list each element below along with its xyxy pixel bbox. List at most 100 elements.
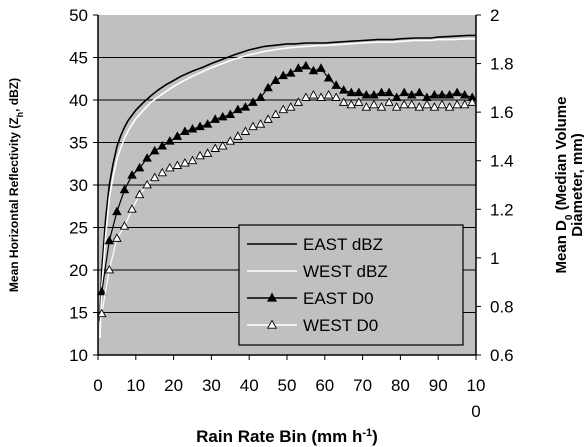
x-tick-label-line: 40 (240, 376, 259, 395)
point-west-d0 (248, 121, 258, 131)
point-west-d0 (104, 264, 115, 274)
legend-label-west-d0: WEST D0 (303, 316, 378, 335)
x-tick-label: 40 (240, 376, 259, 395)
point-east-d0 (346, 87, 357, 97)
point-west-d0 (422, 99, 432, 109)
point-east-d0 (195, 121, 205, 131)
point-west-d0 (467, 97, 477, 106)
point-west-d0 (361, 102, 372, 111)
y2-tick-label: 1.8 (490, 55, 514, 74)
x-tick-label: 20 (164, 376, 183, 395)
point-east-d0 (127, 170, 137, 179)
point-east-d0 (308, 65, 319, 75)
point-west-d0 (429, 102, 440, 111)
point-west-d0 (127, 204, 137, 213)
point-west-d0 (354, 97, 364, 106)
point-east-d0 (217, 111, 228, 121)
x-axis-title-main: Rain Rate Bin (mm h (196, 427, 362, 446)
point-west-d0 (112, 233, 122, 242)
point-west-d0 (187, 155, 198, 165)
x-axis-title-close: ) (372, 427, 378, 446)
axes (93, 14, 481, 360)
y-tick-label: 25 (69, 219, 88, 238)
y-tick-label: 30 (69, 176, 88, 195)
y-tick-label: 15 (69, 304, 88, 323)
point-east-d0 (376, 87, 387, 97)
point-west-d0 (406, 99, 417, 109)
y-axis-title: Mean Horizontal Reflectivity (Zh, dBZ) (7, 78, 25, 292)
point-east-d0 (452, 87, 462, 97)
legend-marker-west-d0 (266, 319, 278, 329)
point-west-d0 (338, 97, 349, 106)
y2-tick-label: 1.2 (490, 200, 514, 219)
point-west-d0 (452, 99, 462, 109)
point-west-d0 (376, 102, 387, 111)
y2-axis-title: Mean D0 (Median Volume (553, 97, 575, 274)
y2-tick-label: 0.8 (490, 297, 514, 316)
point-east-d0 (255, 92, 266, 101)
x-axis-title-sup: -1 (362, 427, 372, 439)
y-tick-label: 10 (69, 346, 88, 365)
x-tick-label: 10 0 (467, 376, 486, 421)
legend: EAST dBZ WEST dBZ EAST D0 WEST D0 (238, 224, 464, 346)
x-tick-label: 60 (315, 376, 334, 395)
point-east-d0 (134, 162, 145, 172)
point-east-d0 (323, 73, 334, 82)
series-line-east-dbz (99, 34, 476, 322)
point-west-d0 (210, 143, 220, 152)
point-east-d0 (112, 206, 122, 216)
point-west-d0 (316, 92, 326, 101)
y-axis-title-sub: h (15, 112, 25, 118)
x-axis-title: Rain Rate Bin (mm h-1) (196, 427, 378, 446)
point-west-d0 (459, 99, 470, 109)
point-west-d0 (180, 158, 190, 167)
point-west-d0 (142, 179, 152, 189)
y-axis-title-close: , dBZ) (7, 78, 21, 112)
x-tick-label-line: 60 (315, 376, 334, 395)
x-tick-label-line: 0 (93, 376, 102, 395)
x-tick-label-line: 90 (429, 376, 448, 395)
point-east-d0 (157, 141, 168, 150)
point-east-d0 (384, 87, 394, 97)
point-east-d0 (354, 87, 364, 97)
point-east-d0 (202, 119, 213, 128)
x-tick-label: 10 (126, 376, 145, 395)
legend-label-east-dbz: EAST dBZ (303, 235, 383, 254)
point-east-d0 (331, 80, 341, 89)
point-east-d0 (240, 102, 251, 111)
x-tick-label-line: 30 (202, 376, 221, 395)
y-tick-label: 20 (69, 261, 88, 280)
point-west-d0 (384, 97, 394, 106)
point-west-d0 (263, 114, 273, 123)
series-line-west-dbz (99, 37, 476, 339)
point-east-d0 (444, 90, 455, 99)
x-tick-label: 0 (93, 376, 102, 395)
point-east-d0 (361, 90, 372, 99)
point-east-d0 (263, 82, 273, 92)
point-east-d0 (270, 75, 281, 84)
point-west-d0 (240, 126, 251, 135)
point-west-d0 (217, 141, 228, 150)
point-east-d0 (225, 109, 236, 118)
point-west-d0 (331, 92, 341, 101)
x-tick-label-line: 70 (353, 376, 372, 395)
point-west-d0 (157, 167, 168, 177)
point-west-d0 (172, 160, 183, 169)
point-east-d0 (104, 235, 115, 245)
point-west-d0 (270, 109, 281, 118)
point-west-d0 (369, 99, 379, 109)
legend-label-west-dbz: WEST dBZ (303, 262, 388, 281)
point-east-d0 (149, 145, 160, 155)
x-tick-label: 30 (202, 376, 221, 395)
point-west-d0 (437, 99, 447, 109)
point-east-d0 (429, 90, 440, 99)
x-tick-label-line: 80 (391, 376, 410, 395)
point-west-d0 (391, 102, 402, 111)
point-east-d0 (338, 85, 349, 94)
point-west-d0 (414, 102, 425, 111)
y-tick-label: 40 (69, 91, 88, 110)
point-west-d0 (346, 99, 357, 109)
y2-axis-title-rest: (Median Volume (553, 97, 570, 215)
